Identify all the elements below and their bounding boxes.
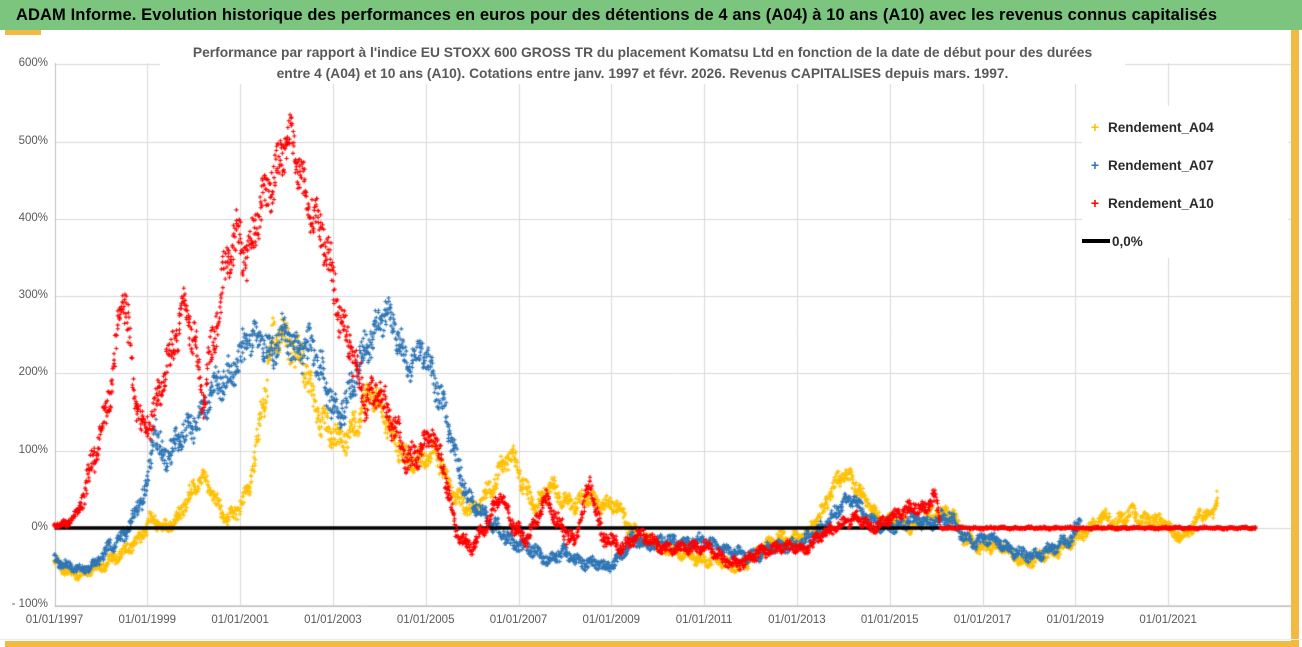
sheet-border-bottom (5, 641, 1299, 647)
chart-title: Performance par rapport à l'indice EU ST… (160, 42, 1125, 84)
x-tick-label: 01/01/2001 (211, 614, 269, 626)
x-tick-label: 01/01/2007 (489, 614, 548, 626)
chart-legend: + Rendement_A04 + Rendement_A07 + Rendement_A… (1082, 106, 1288, 258)
chart-title-line1: Performance par rapport à l'indice EU ST… (192, 45, 1093, 60)
y-tick-label: 100% (18, 443, 48, 456)
legend-item-label: Rendement_A07 (1108, 157, 1214, 173)
legend-item-rendement-a04: + Rendement_A04 (1082, 114, 1214, 140)
sheet-border-right (1291, 30, 1299, 647)
x-tick-label: 01/01/2013 (768, 614, 826, 626)
x-tick-label: 01/01/1999 (118, 614, 177, 626)
sheet-border-top-left (5, 30, 41, 35)
x-tick-label: 01/01/2019 (1046, 614, 1105, 626)
legend-item-label: Rendement_A10 (1108, 195, 1214, 211)
x-tick-label: 01/01/2015 (860, 614, 919, 626)
legend-item-label: 0,0% (1112, 233, 1143, 249)
y-tick-label: 500% (18, 134, 48, 147)
footer-divider (0, 639, 1302, 640)
x-tick-label: 01/01/2003 (304, 614, 362, 626)
x-tick-label: 01/01/2011 (675, 614, 733, 626)
y-tick-label: 0% (31, 521, 48, 533)
chart-title-line2: entre 4 (A04) et 10 ans (A10). Cotations… (276, 66, 1009, 81)
y-tick-label: - 100% (11, 598, 48, 611)
zero-line-swatch-icon (1082, 239, 1110, 243)
x-tick-label: 01/01/2005 (396, 614, 455, 626)
x-tick-label: 01/01/1997 (25, 614, 84, 626)
x-tick-label: 01/01/2017 (953, 614, 1012, 626)
y-tick-label: 600% (18, 57, 48, 70)
y-tick-label: 400% (18, 211, 48, 224)
x-tick-label: 01/01/2009 (582, 614, 641, 626)
legend-item-rendement-a07: + Rendement_A07 (1082, 152, 1214, 178)
legend-item-rendement-a10: + Rendement_A10 (1082, 190, 1214, 216)
y-tick-label: 200% (18, 366, 48, 379)
x-tick-label: 01/01/2021 (1139, 614, 1197, 626)
legend-item-0-0-: 0,0% (1082, 228, 1143, 254)
plus-marker-icon: + (1090, 157, 1100, 173)
plus-marker-icon: + (1090, 195, 1100, 211)
plus-marker-icon: + (1090, 119, 1100, 135)
y-tick-label: 300% (18, 289, 48, 302)
legend-item-label: Rendement_A04 (1108, 119, 1214, 135)
